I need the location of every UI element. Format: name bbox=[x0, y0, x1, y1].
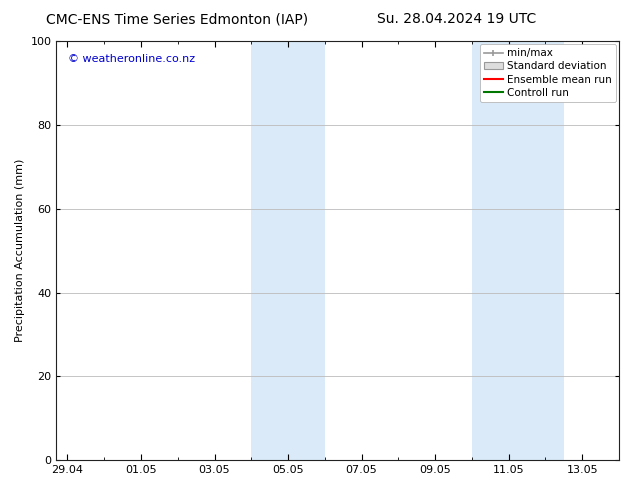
Bar bbox=[251, 41, 325, 460]
Text: CMC-ENS Time Series Edmonton (IAP): CMC-ENS Time Series Edmonton (IAP) bbox=[46, 12, 309, 26]
Text: © weatheronline.co.nz: © weatheronline.co.nz bbox=[68, 53, 195, 64]
Legend: min/max, Standard deviation, Ensemble mean run, Controll run: min/max, Standard deviation, Ensemble me… bbox=[480, 44, 616, 102]
Y-axis label: Precipitation Accumulation (mm): Precipitation Accumulation (mm) bbox=[15, 159, 25, 343]
Text: Su. 28.04.2024 19 UTC: Su. 28.04.2024 19 UTC bbox=[377, 12, 536, 26]
Bar bbox=[472, 41, 564, 460]
